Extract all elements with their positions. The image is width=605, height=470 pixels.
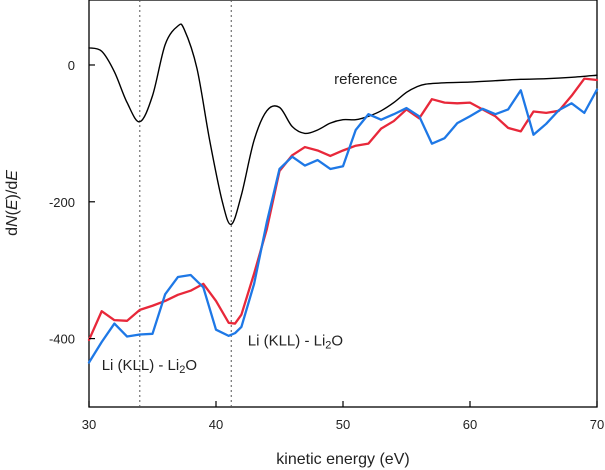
x-tick-label: 50 xyxy=(336,417,350,432)
x-axis-title: kinetic energy (eV) xyxy=(276,451,409,468)
li-kll-left-subscript: 2 xyxy=(179,364,185,376)
li-kll-right-label: Li (KLL) - Li2O xyxy=(248,332,343,351)
x-tick-label: 70 xyxy=(590,417,604,432)
y-tick-label: 0 xyxy=(68,58,75,73)
series-blue xyxy=(87,88,599,364)
x-tick-label: 30 xyxy=(82,417,96,432)
y-tick-label: -200 xyxy=(49,195,75,210)
x-tick-label: 60 xyxy=(463,417,477,432)
reference-label: reference xyxy=(334,71,397,88)
y-axis-title: dN(E)/dE xyxy=(4,170,21,236)
y-tick-label: -400 xyxy=(49,332,75,347)
li-kll-right-subscript: 2 xyxy=(325,339,331,351)
x-tick-label: 40 xyxy=(209,417,223,432)
li-kll-left-prefix: Li (KLL) - Li xyxy=(102,357,180,374)
li-kll-left-label: Li (KLL) - Li2O xyxy=(102,357,197,376)
axis-ticks: 30 40 50 60 70 0 -200 -400 xyxy=(49,58,604,432)
vertical-dashed-lines xyxy=(139,0,232,407)
li-kll-right-prefix: Li (KLL) - Li xyxy=(248,332,326,349)
series-reference xyxy=(88,23,598,226)
li-kll-left-suffix: O xyxy=(185,357,197,374)
li-kll-right-suffix: O xyxy=(331,332,343,349)
series-layer xyxy=(87,23,599,364)
series-red xyxy=(87,77,599,342)
